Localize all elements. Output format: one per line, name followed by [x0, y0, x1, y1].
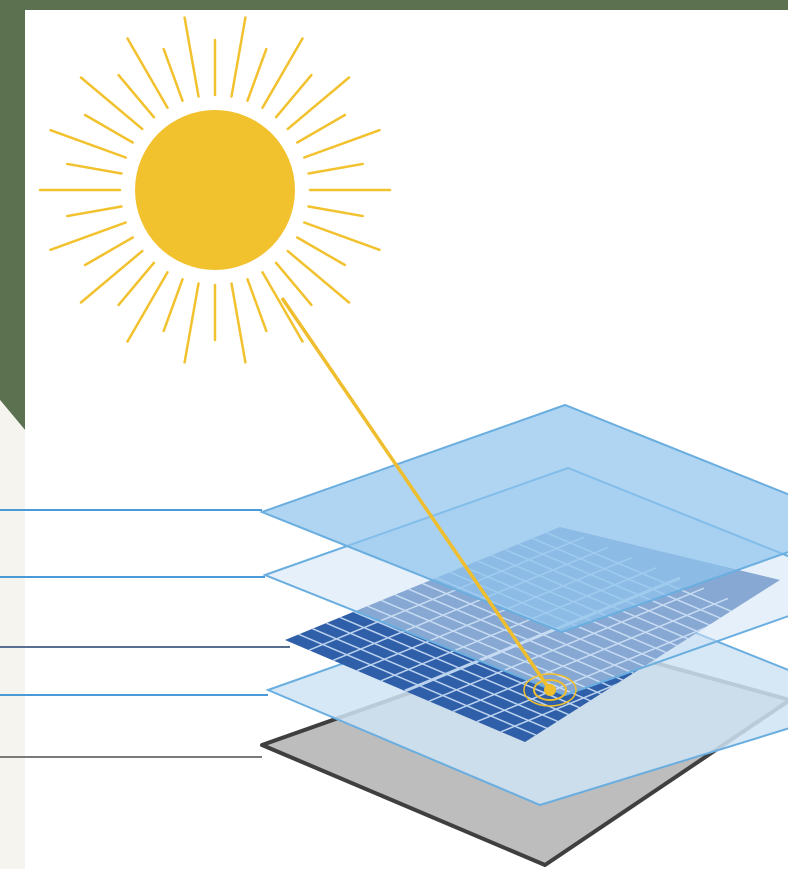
sun-ray [296, 236, 347, 267]
sun-ray [274, 261, 313, 307]
sun-ray [126, 271, 169, 343]
sun-ray [296, 113, 347, 144]
impact-point [544, 684, 556, 696]
sun-ray [246, 47, 268, 102]
sun-ray [303, 128, 381, 159]
sun-ray [83, 113, 134, 144]
sun-ray [49, 128, 127, 159]
impact-ring [533, 679, 567, 701]
sun-ray [230, 282, 247, 364]
sun-ray [162, 278, 184, 333]
sun-ray [66, 205, 123, 218]
sun-ray [286, 249, 351, 304]
glass [259, 403, 788, 634]
sun-ray [79, 249, 144, 304]
sun-ray [162, 47, 184, 102]
sun [135, 110, 295, 270]
sun-ray [183, 16, 200, 98]
sun-ray [246, 278, 268, 333]
side-panel [0, 400, 25, 869]
sun-ray [274, 73, 313, 119]
impact-ring [523, 673, 577, 707]
light-ray [280, 297, 552, 691]
sun-ray [79, 76, 144, 131]
sun-ray [66, 162, 123, 175]
sun-ray [183, 282, 200, 364]
sun-rays [38, 16, 392, 364]
sun-ray [49, 221, 127, 252]
sun-ray [303, 221, 381, 252]
sun-ray [261, 37, 304, 109]
sun-ray [117, 261, 156, 307]
sun-ray [83, 236, 134, 267]
sun-ray [117, 73, 156, 119]
sun-ray [261, 271, 304, 343]
sun-ray [286, 76, 351, 131]
sun-ray [307, 205, 364, 218]
sun-ray [307, 162, 364, 175]
sun-ray [126, 37, 169, 109]
sun-ray [230, 16, 247, 98]
